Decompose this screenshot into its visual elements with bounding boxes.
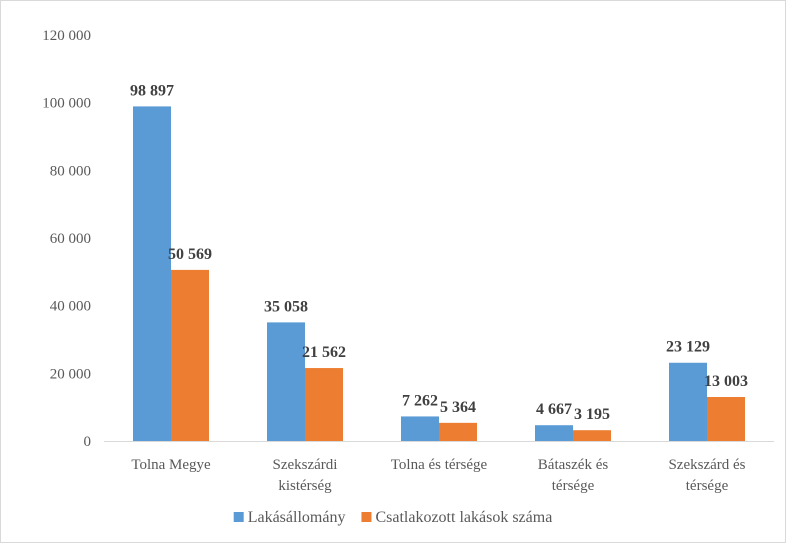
legend-item: Lakásállomány	[233, 509, 346, 526]
y-tick-label: 100 000	[42, 96, 91, 112]
data-label: 3 195	[574, 406, 610, 423]
legend-item: Csatlakozott lakások száma	[361, 509, 552, 526]
legend-label: Lakásállomány	[248, 509, 346, 526]
x-category-label: Bátaszék és térsége	[538, 457, 609, 494]
y-tick-label: 80 000	[50, 163, 91, 179]
data-label: 98 897	[130, 82, 174, 99]
data-label: 7 262	[402, 392, 438, 409]
x-category-label-line: térsége	[686, 478, 729, 494]
data-label: 13 003	[704, 373, 748, 390]
x-category-label-line: Bátaszék és	[538, 457, 609, 473]
legend-swatch	[233, 512, 244, 522]
x-category-label: Tolna és térsége	[391, 457, 488, 473]
data-label: 50 569	[168, 246, 212, 263]
x-category-label-line: Szekszárdi	[273, 457, 338, 473]
bar	[573, 430, 611, 441]
y-tick-label: 20 000	[50, 366, 91, 382]
bar	[439, 422, 477, 441]
bar	[707, 397, 745, 441]
legend: Lakásállomány Csatlakozott lakások száma	[233, 509, 552, 526]
bar	[171, 269, 209, 441]
bar	[669, 362, 707, 441]
data-label: 23 129	[666, 339, 710, 356]
bar	[305, 368, 343, 441]
y-tick-label: 0	[84, 434, 92, 450]
data-label: 4 667	[536, 401, 572, 418]
x-category-label: Szekszárd és térsége	[668, 457, 745, 494]
data-label: 5 364	[440, 399, 476, 416]
bars-group	[133, 106, 745, 441]
bar	[267, 322, 305, 441]
legend-swatch	[361, 512, 372, 522]
y-axis: 0 20 000 40 000 60 000 80 000 100 000 120 000	[42, 28, 91, 450]
x-category-label-line: kistérség	[278, 478, 332, 494]
bar	[535, 425, 573, 441]
bar	[133, 106, 171, 441]
y-tick-label: 60 000	[50, 231, 91, 247]
data-labels-group: 98 897 50 569 35 058 21 562 7 262 5 364 4 667 3…	[130, 82, 748, 423]
data-label: 21 562	[302, 344, 346, 361]
y-tick-label: 40 000	[50, 299, 91, 315]
x-category-label: Tolna Megye	[131, 457, 211, 473]
y-tick-label: 120 000	[42, 28, 91, 44]
x-category-label: Szekszárdi kistérség	[273, 457, 338, 494]
bar	[401, 416, 439, 441]
x-category-label-line: Tolna és térsége	[391, 457, 488, 473]
x-category-label-line: Tolna Megye	[131, 457, 211, 473]
legend-label: Csatlakozott lakások száma	[375, 509, 552, 526]
x-axis: Tolna Megye Szekszárdi kistérség Tolna és t…	[104, 441, 774, 494]
x-category-label-line: Szekszárd és	[668, 457, 745, 473]
x-category-label-line: térsége	[552, 478, 595, 494]
data-label: 35 058	[264, 298, 308, 315]
